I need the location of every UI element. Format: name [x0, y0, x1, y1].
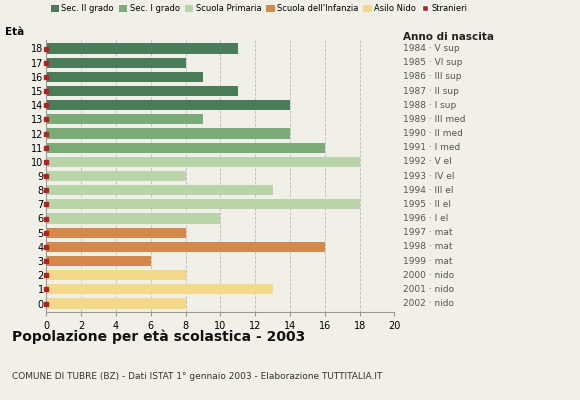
- Bar: [46, 171, 186, 181]
- Text: 1992 · V el: 1992 · V el: [403, 157, 452, 166]
- Text: 2002 · nido: 2002 · nido: [403, 299, 454, 308]
- Text: 1991 · I med: 1991 · I med: [403, 143, 461, 152]
- Text: Popolazione per età scolastica - 2003: Popolazione per età scolastica - 2003: [12, 330, 305, 344]
- Bar: [46, 114, 203, 124]
- Text: COMUNE DI TUBRE (BZ) - Dati ISTAT 1° gennaio 2003 - Elaborazione TUTTITALIA.IT: COMUNE DI TUBRE (BZ) - Dati ISTAT 1° gen…: [12, 372, 382, 381]
- Bar: [46, 242, 325, 252]
- Text: Età: Età: [5, 27, 24, 37]
- Bar: [46, 228, 186, 238]
- Text: 1996 · I el: 1996 · I el: [403, 214, 448, 223]
- Text: 1984 · V sup: 1984 · V sup: [403, 44, 460, 53]
- Bar: [46, 44, 238, 54]
- Bar: [46, 86, 238, 96]
- Text: 1997 · mat: 1997 · mat: [403, 228, 452, 237]
- Text: 1988 · I sup: 1988 · I sup: [403, 101, 456, 110]
- Bar: [46, 298, 186, 309]
- Bar: [46, 185, 273, 195]
- Bar: [46, 270, 186, 280]
- Text: 1990 · II med: 1990 · II med: [403, 129, 463, 138]
- Bar: [46, 256, 151, 266]
- Text: 2000 · nido: 2000 · nido: [403, 271, 454, 280]
- Bar: [46, 58, 186, 68]
- Bar: [46, 284, 273, 294]
- Bar: [46, 157, 360, 167]
- Bar: [46, 72, 203, 82]
- Legend: Sec. II grado, Sec. I grado, Scuola Primaria, Scuola dell'Infanzia, Asilo Nido, : Sec. II grado, Sec. I grado, Scuola Prim…: [50, 4, 468, 13]
- Text: 1986 · III sup: 1986 · III sup: [403, 72, 462, 81]
- Text: Anno di nascita: Anno di nascita: [403, 32, 494, 42]
- Bar: [46, 214, 220, 224]
- Text: 1987 · II sup: 1987 · II sup: [403, 86, 459, 96]
- Text: 1998 · mat: 1998 · mat: [403, 242, 452, 251]
- Text: 1993 · IV el: 1993 · IV el: [403, 172, 455, 180]
- Text: 1985 · VI sup: 1985 · VI sup: [403, 58, 462, 67]
- Text: 1995 · II el: 1995 · II el: [403, 200, 451, 209]
- Bar: [46, 142, 325, 153]
- Text: 2001 · nido: 2001 · nido: [403, 285, 454, 294]
- Text: 1994 · III el: 1994 · III el: [403, 186, 454, 195]
- Bar: [46, 128, 290, 139]
- Bar: [46, 199, 360, 210]
- Text: 1999 · mat: 1999 · mat: [403, 256, 452, 266]
- Bar: [46, 100, 290, 110]
- Text: 1989 · III med: 1989 · III med: [403, 115, 466, 124]
